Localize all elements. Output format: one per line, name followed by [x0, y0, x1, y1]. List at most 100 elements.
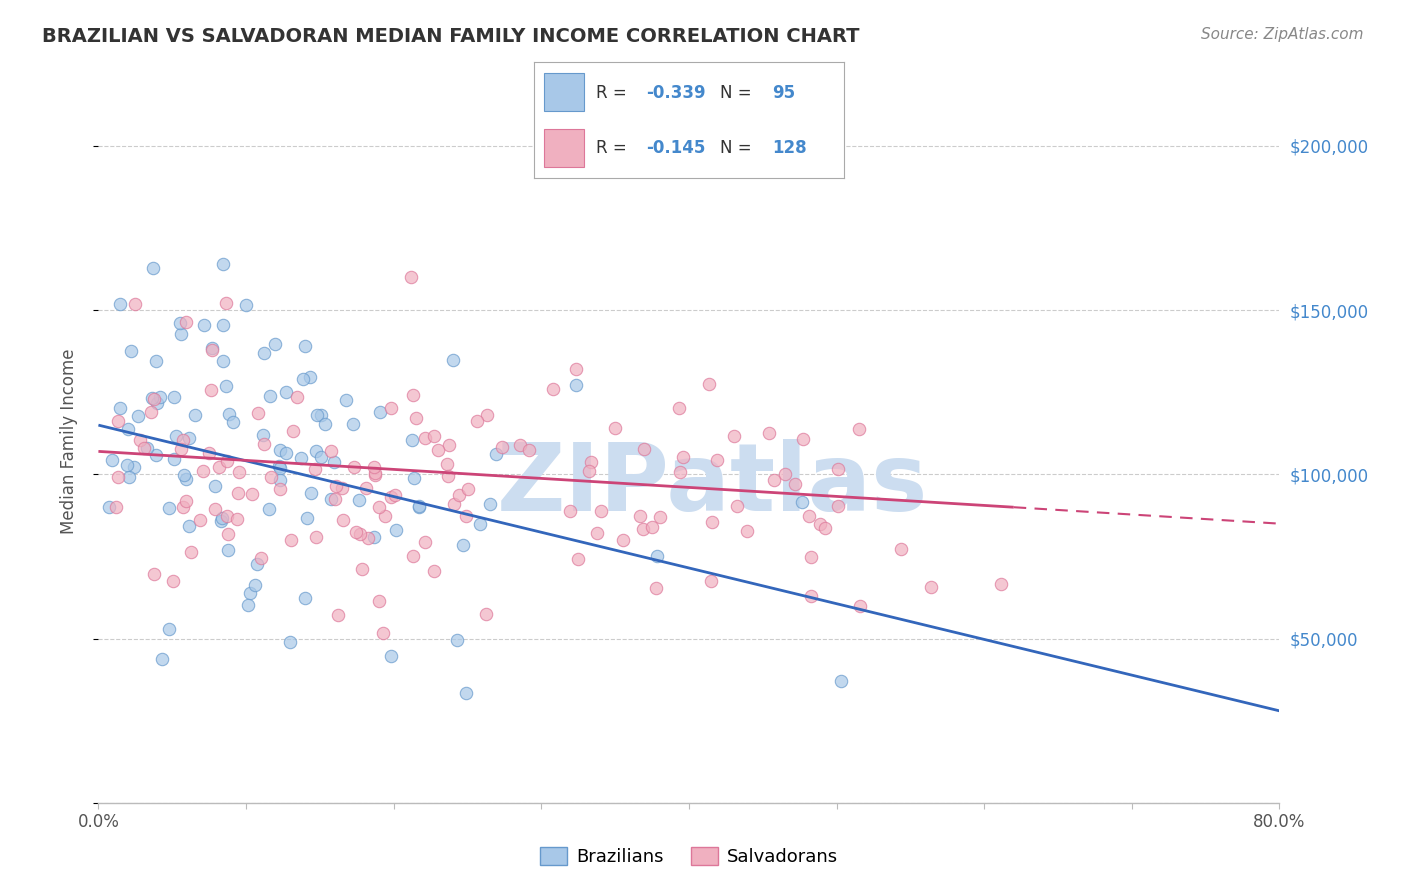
Point — [260, 470, 283, 484]
Point — [349, 527, 371, 541]
Point — [243, 578, 266, 592]
Point — [485, 447, 508, 461]
Point — [468, 516, 491, 531]
Point — [384, 488, 406, 502]
Point — [437, 438, 460, 452]
Point — [253, 345, 276, 359]
Point — [326, 607, 349, 622]
Point — [215, 379, 238, 393]
Point — [578, 464, 600, 478]
Point — [163, 452, 186, 467]
Point — [174, 315, 197, 329]
Point — [808, 516, 831, 531]
Point — [142, 392, 165, 406]
Point — [238, 598, 260, 612]
Point — [645, 581, 668, 595]
Point — [700, 574, 723, 589]
Point — [132, 441, 155, 455]
Point — [725, 499, 748, 513]
Point — [257, 502, 280, 516]
Point — [641, 519, 664, 533]
Point — [276, 384, 298, 399]
Legend: Brazilians, Salvadorans: Brazilians, Salvadorans — [533, 839, 845, 873]
Point — [447, 488, 470, 502]
Point — [723, 429, 745, 443]
Point — [115, 458, 138, 473]
Point — [169, 326, 191, 341]
Point — [157, 500, 180, 515]
Point — [252, 428, 274, 442]
Point — [173, 468, 195, 483]
Text: N =: N = — [720, 139, 756, 157]
Point — [517, 443, 540, 458]
Text: 128: 128 — [772, 139, 807, 157]
Point — [304, 462, 326, 476]
Point — [110, 297, 132, 311]
Point — [347, 492, 370, 507]
Text: -0.145: -0.145 — [645, 139, 704, 157]
Point — [322, 455, 344, 469]
Point — [269, 443, 291, 458]
Point — [299, 370, 322, 384]
Point — [848, 422, 870, 436]
Point — [190, 513, 212, 527]
Text: 95: 95 — [772, 84, 796, 102]
Point — [299, 485, 322, 500]
Point — [342, 417, 364, 431]
Point — [591, 503, 613, 517]
Point — [107, 414, 129, 428]
Point — [408, 500, 430, 514]
Point — [124, 297, 146, 311]
Point — [762, 474, 785, 488]
Point — [204, 501, 226, 516]
Point — [920, 580, 942, 594]
Point — [309, 450, 332, 465]
Y-axis label: Median Family Income: Median Family Income — [59, 349, 77, 534]
Point — [294, 591, 316, 606]
Point — [332, 513, 354, 527]
Point — [509, 438, 531, 452]
Point — [174, 494, 197, 508]
Point — [191, 464, 214, 478]
Point — [204, 479, 226, 493]
Point — [367, 594, 389, 608]
Point — [212, 257, 235, 271]
Point — [211, 318, 233, 332]
Text: Source: ZipAtlas.com: Source: ZipAtlas.com — [1201, 27, 1364, 42]
Point — [330, 481, 353, 495]
Point — [890, 542, 912, 557]
Point — [165, 429, 187, 443]
Point — [281, 424, 304, 438]
Point — [354, 482, 377, 496]
Point — [356, 531, 378, 545]
Point — [325, 479, 347, 493]
Text: N =: N = — [720, 84, 756, 102]
Point — [564, 377, 586, 392]
Point — [129, 433, 152, 447]
Point — [371, 626, 394, 640]
Point — [364, 467, 387, 482]
Point — [367, 500, 389, 515]
Point — [800, 549, 823, 564]
Point — [280, 635, 302, 649]
Point — [201, 342, 224, 356]
Point — [415, 431, 437, 445]
Point — [374, 509, 396, 524]
Point — [848, 599, 870, 614]
Point — [169, 317, 191, 331]
Point — [263, 337, 285, 351]
Point — [197, 446, 219, 460]
Point — [228, 465, 250, 479]
Point — [141, 392, 163, 406]
Point — [193, 318, 215, 333]
Bar — [544, 128, 583, 167]
Point — [269, 459, 291, 474]
Point — [648, 510, 671, 524]
Point — [120, 343, 142, 358]
Point — [253, 437, 276, 451]
Point — [363, 460, 385, 475]
Point — [413, 534, 436, 549]
Point — [269, 482, 291, 496]
Point — [108, 401, 131, 415]
Point — [217, 527, 239, 541]
